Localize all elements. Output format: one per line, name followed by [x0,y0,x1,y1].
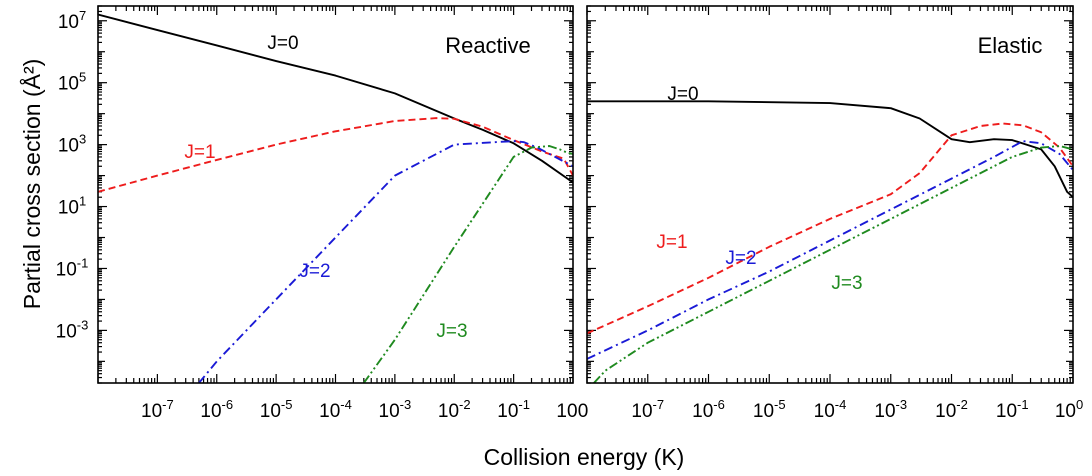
series-line-J0 [98,13,573,184]
x-tick-label: 10-6 [692,397,725,422]
series-line-J1 [98,117,573,193]
plot-frame [586,5,1074,384]
x-tick-label: 10-1 [497,397,530,422]
plot-frame [97,5,574,384]
x-tick-label: 10-5 [753,397,786,422]
x-tick-label: 10-7 [631,397,664,422]
x-tick-label: 10-3 [379,397,412,422]
y-tick-label: 105 [58,70,86,95]
y-axis-label: Partial cross section (Å²) [18,59,45,310]
panel-title: Reactive [445,33,531,58]
x-tick-label: 0 [578,401,589,422]
x-tick-label: 10-2 [438,397,471,422]
curve-label-J1: J=1 [184,142,215,163]
curve-label-J2: J=2 [725,248,756,269]
x-tick-label: 10-4 [814,397,847,422]
curve-label-J3: J=3 [436,321,467,342]
series-line-J1 [587,122,1073,335]
curve-label-J1: J=1 [656,232,687,253]
x-tick-label: 10-4 [319,397,352,422]
x-tick-label: 10-7 [141,397,174,422]
reactive-panel: 10-7 10-6 10-5 10-4 10-3 10-2 10-1 10 10-3 10-1 10… [56,5,578,422]
x-tick-label: 100 [1055,397,1083,422]
series-line-J3 [593,145,1073,383]
curve-label-J0: J=0 [667,84,698,105]
x-tick-label: 10-5 [260,397,293,422]
series-line-J3 [363,145,573,383]
series-line-J0 [587,100,1073,198]
x-tick-label: 10 [556,401,577,422]
x-tick-label: 10-3 [874,397,907,422]
x-axis-label: Collision energy (K) [484,444,685,470]
curve-label-J3: J=3 [831,273,862,294]
y-tick-label: 107 [58,8,86,33]
series-line-J2 [198,140,573,383]
curve-label-J0: J=0 [267,33,298,54]
y-tick-label: 10-1 [56,255,89,280]
curve-label-J2: J=2 [299,261,330,282]
x-tick-label: 10-6 [200,397,233,422]
x-tick-label: 10-2 [935,397,968,422]
y-tick-label: 101 [58,194,86,219]
y-tick-label: 103 [58,132,86,157]
y-tick-label: 10-3 [56,317,89,342]
elastic-panel: 0 10-7 10-6 10-5 10-4 10-3 10-2 10-1 100 J=0 J=1 J=… [578,5,1083,422]
x-tick-label: 10-1 [996,397,1029,422]
panel-title: Elastic [978,33,1043,58]
